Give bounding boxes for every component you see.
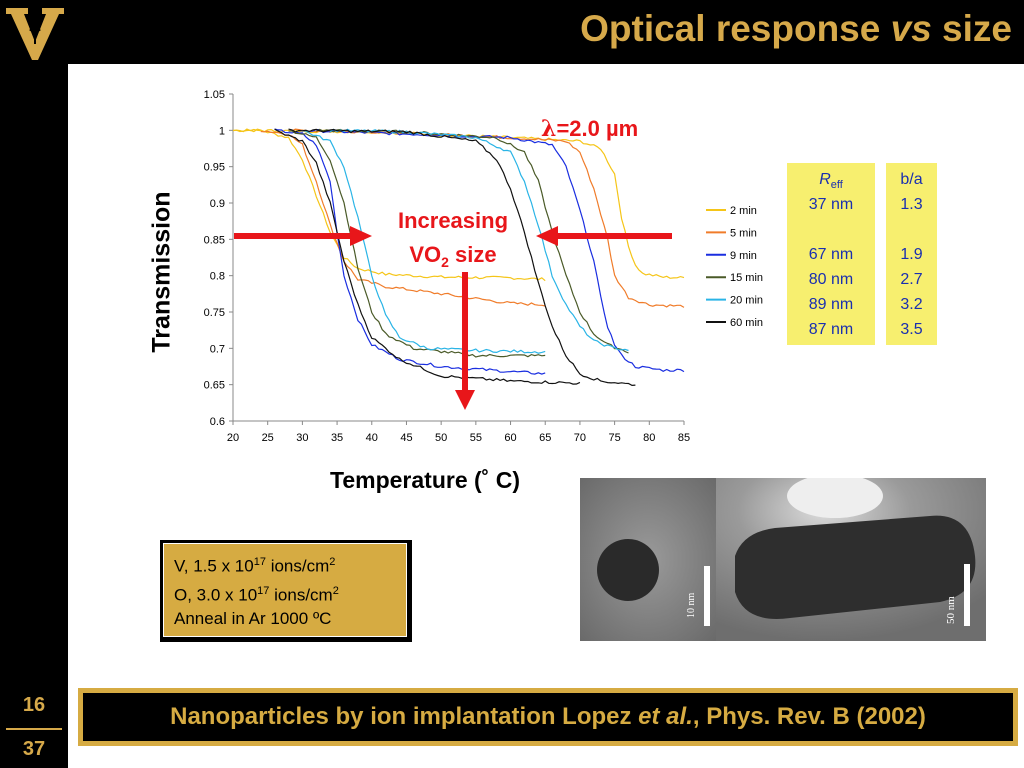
y-tick-label: 1.05 [204, 89, 225, 101]
reff-value: 80 nm [808, 271, 854, 288]
y-tick-label: 0.6 [210, 416, 225, 428]
ba-value: 3.2 [900, 296, 923, 313]
y-tick-label: 0.75 [204, 307, 225, 319]
legend-label: 9 min [730, 250, 757, 262]
legend-label: 20 min [730, 295, 763, 307]
x-tick-label: 25 [262, 432, 274, 444]
page-total: 37 [22, 738, 46, 760]
x-tick-label: 30 [296, 432, 308, 444]
y-tick-label: 0.95 [204, 162, 225, 174]
legend-label: 5 min [730, 227, 757, 239]
reff-value: 89 nm [808, 296, 854, 313]
x-tick-label: 70 [574, 432, 586, 444]
ba-value: 2.7 [900, 271, 923, 288]
series-line-heating [288, 128, 636, 387]
reff-header: Reff [819, 171, 843, 192]
x-tick-label: 55 [470, 432, 482, 444]
chart-axes: 20 25 30 35 40 45 50 55 60 65 70 75 80 85 0.6 0.65 0.7 0.… [204, 89, 691, 444]
chart-series [232, 128, 685, 387]
x-axis-label: Temperature (˚ C) [330, 467, 520, 493]
aspect-ratio-table: b/a 1.3 1.9 2.7 3.2 3.5 [886, 163, 937, 345]
y-axis-label: Transmission [147, 191, 176, 353]
series-line-cooling [232, 128, 546, 282]
tem-micrographs: 10 nm 50 nm [580, 478, 986, 641]
down-arrow-head [455, 390, 475, 410]
vanderbilt-v-logo [6, 8, 64, 60]
implant-line-v: V, 1.5 x 1017 ions/cm2 [174, 556, 336, 576]
reff-table: Reff 37 nm 67 nm 80 nm 89 nm 87 nm [787, 163, 875, 345]
title-bar: Optical response vs size [0, 0, 1024, 64]
scale-label-left: 10 nm [686, 593, 697, 619]
implant-line-o: O, 3.0 x 1017 ions/cm2 [174, 584, 339, 605]
ba-value [886, 217, 937, 242]
implant-info-box: V, 1.5 x 1017 ions/cm2 O, 3.0 x 1017 ion… [160, 540, 412, 642]
y-tick-label: 1 [219, 125, 225, 137]
y-tick-label: 0.8 [210, 271, 225, 283]
x-tick-label: 20 [227, 432, 239, 444]
scale-bar-right [964, 564, 970, 626]
y-tick-label: 0.7 [210, 343, 225, 355]
legend-label: 2 min [730, 205, 757, 217]
reff-value: 67 nm [808, 246, 854, 263]
citation-bar: Nanoparticles by ion implantation Lopez … [78, 688, 1018, 746]
page-divider [6, 728, 62, 730]
reff-value [787, 217, 875, 242]
y-tick-label: 0.85 [204, 234, 225, 246]
x-tick-label: 80 [643, 432, 655, 444]
legend-label: 15 min [730, 272, 763, 284]
y-tick-label: 0.9 [210, 198, 225, 210]
chart-annotations: Increasing VO2 size λ=2.0 µm [234, 116, 672, 410]
series-line-cooling [288, 130, 546, 358]
vo2-size-label: VO2 size [409, 242, 496, 270]
scale-label-right: 50 nm [945, 596, 957, 624]
x-tick-label: 75 [608, 432, 620, 444]
ba-value: 1.3 [900, 196, 923, 213]
wavelength-label: λ=2.0 µm [541, 116, 638, 142]
transmission-chart: 20 25 30 35 40 45 50 55 60 65 70 75 80 85 0.6 0.65 0.7 0.… [204, 89, 763, 444]
reff-value: 37 nm [808, 196, 854, 213]
x-tick-label: 85 [678, 432, 690, 444]
series-line-cooling [302, 129, 546, 354]
anneal-line: Anneal in Ar 1000 ºC [174, 609, 332, 629]
series-line-heating [288, 128, 685, 308]
chart-legend: 2 min 5 min 9 min 15 min 20 min 60 min [706, 205, 763, 329]
x-tick-label: 45 [400, 432, 412, 444]
citation-text: Nanoparticles by ion implantation Lopez … [82, 692, 1014, 742]
ba-value: 1.9 [900, 246, 923, 263]
x-tick-label: 50 [435, 432, 447, 444]
ba-value: 3.5 [900, 321, 923, 338]
page-number: 16 [22, 694, 46, 716]
x-tick-label: 65 [539, 432, 551, 444]
x-tick-label: 40 [366, 432, 378, 444]
nanoparticle-rod [735, 515, 976, 619]
ba-header: b/a [900, 171, 923, 188]
x-tick-label: 35 [331, 432, 343, 444]
nanoparticle-sphere [597, 539, 659, 601]
x-tick-label: 60 [504, 432, 516, 444]
left-sidebar [0, 64, 68, 768]
series-line-cooling [274, 128, 546, 375]
slide-title: Optical response vs size [580, 8, 1012, 49]
left-arrow-head [350, 226, 372, 246]
scale-bar-left [704, 566, 710, 626]
series-line-cooling [274, 128, 581, 385]
y-tick-label: 0.65 [204, 380, 225, 392]
right-arrow-head [536, 226, 558, 246]
increasing-label: Increasing [398, 208, 508, 233]
legend-label: 60 min [730, 317, 763, 329]
reff-value: 87 nm [808, 321, 854, 338]
bright-region [787, 478, 883, 518]
series-line-cooling [260, 130, 546, 307]
